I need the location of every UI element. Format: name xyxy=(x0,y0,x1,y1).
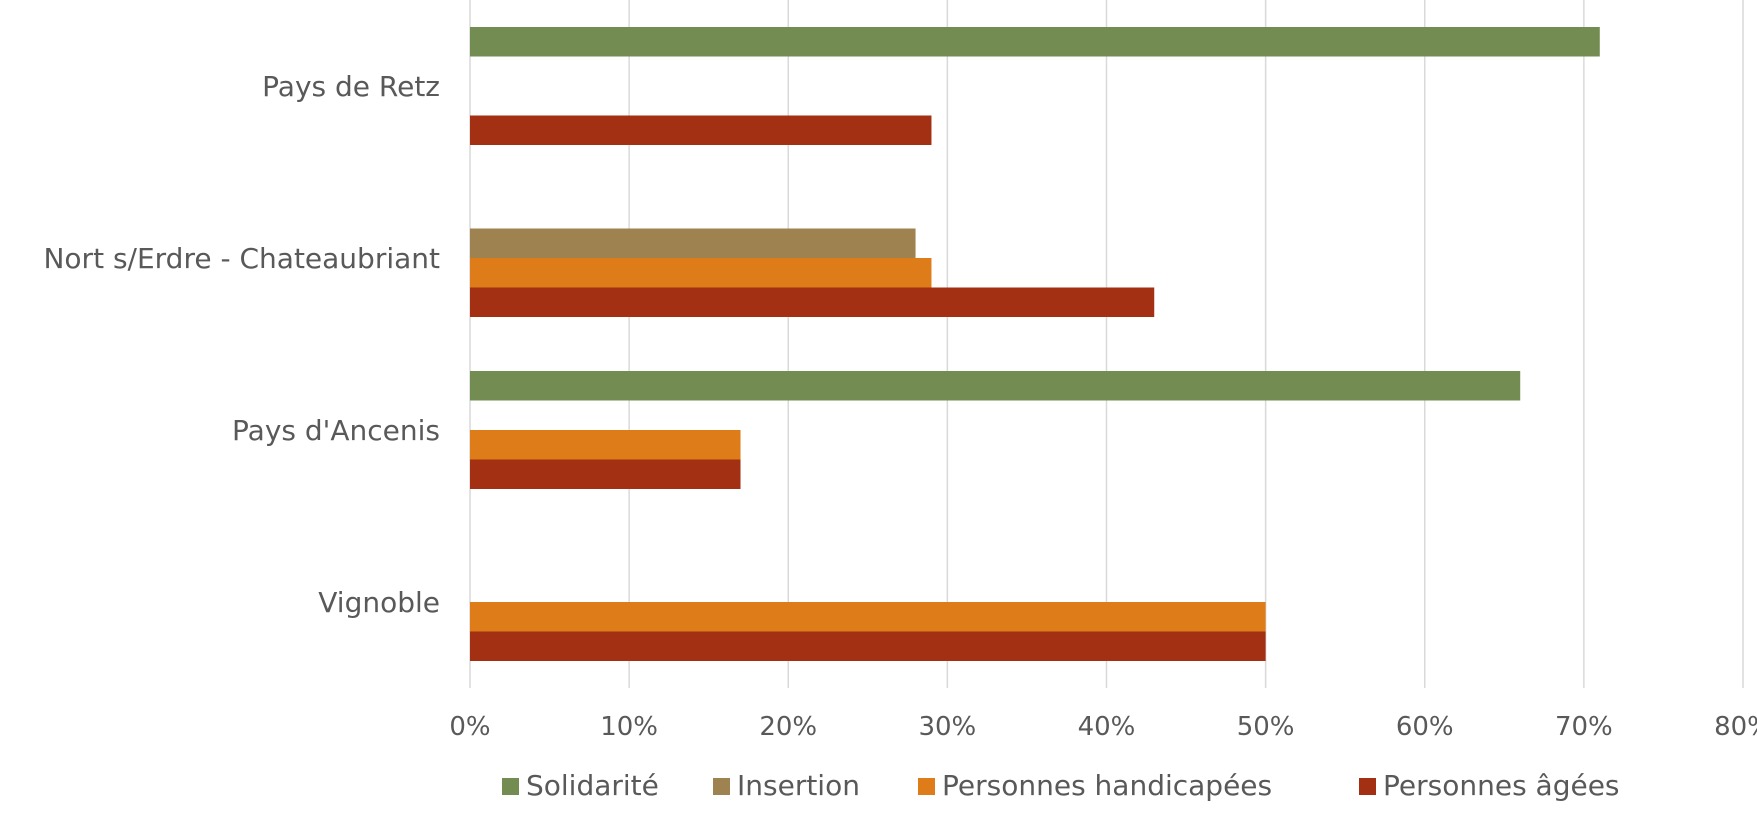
x-tick-label: 80% xyxy=(1714,712,1757,742)
legend-label: Personnes handicapées xyxy=(942,769,1272,802)
x-tick-label: 30% xyxy=(918,712,976,742)
bar-solidarit- xyxy=(470,27,1600,57)
bar-solidarit- xyxy=(470,371,1521,401)
legend-swatch xyxy=(502,778,519,795)
bar-personnes-g-es xyxy=(470,115,932,145)
legend-label: Solidarité xyxy=(526,769,659,802)
legend-label: Personnes âgées xyxy=(1383,769,1620,802)
bar-personnes-g-es xyxy=(470,459,741,489)
gridlines xyxy=(469,0,1744,688)
legend-swatch xyxy=(1359,778,1376,795)
x-tick-label: 20% xyxy=(759,712,817,742)
bar-personnes-g-es xyxy=(470,631,1266,661)
category-label: Vignoble xyxy=(318,586,440,619)
x-tick-label: 70% xyxy=(1555,712,1613,742)
category-labels: Pays de Retz Nort s/Erdre - Chateaubriant… xyxy=(43,70,440,619)
bars xyxy=(470,27,1600,661)
x-tick-label: 10% xyxy=(600,712,658,742)
bar-insertion xyxy=(470,228,916,258)
category-label: Pays d'Ancenis xyxy=(232,414,440,447)
category-label: Pays de Retz xyxy=(262,70,440,103)
x-tick-label: 50% xyxy=(1237,712,1295,742)
x-tick-label: 0% xyxy=(449,712,490,742)
legend-label: Insertion xyxy=(737,769,860,802)
bar-personnes-handicap-es xyxy=(470,430,741,460)
category-label: Nort s/Erdre - Chateaubriant xyxy=(43,242,440,275)
x-tick-label: 60% xyxy=(1396,712,1454,742)
bar-personnes-g-es xyxy=(470,287,1155,317)
bar-personnes-handicap-es xyxy=(470,258,932,288)
x-tick-label: 40% xyxy=(1078,712,1136,742)
legend-swatch xyxy=(918,778,935,795)
legend-swatch xyxy=(713,778,730,795)
bar-personnes-handicap-es xyxy=(470,602,1266,632)
legend: Solidarité Insertion Personnes handicapées… xyxy=(502,769,1620,802)
x-axis-tick-labels: 0% 10% 20% 30% 40% 50% 60% 70% 80% xyxy=(449,712,1757,742)
